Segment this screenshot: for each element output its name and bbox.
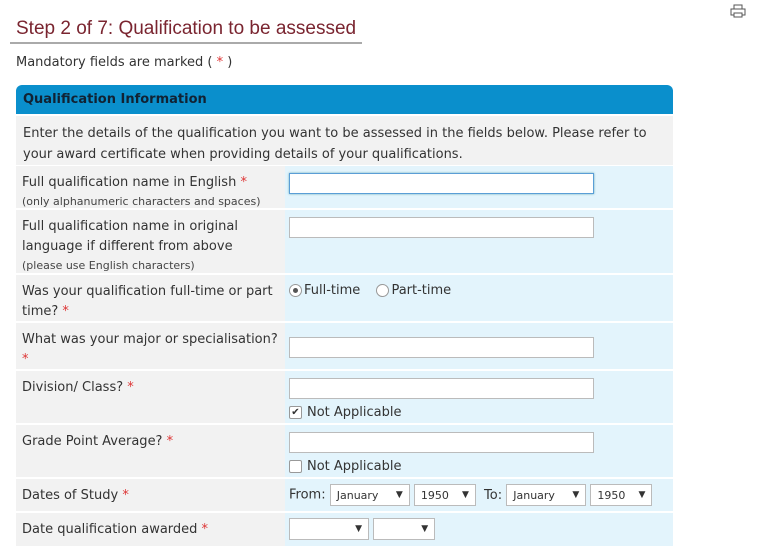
- intro-text: Enter the details of the qualification y…: [16, 116, 673, 166]
- page-title: Step 2 of 7: Qualification to be assesse…: [10, 18, 363, 44]
- awarded-year-select[interactable]: ▼: [373, 518, 436, 540]
- division-input[interactable]: [289, 378, 594, 399]
- division-not-applicable-checkbox[interactable]: ✔ Not Applicable: [289, 405, 669, 420]
- awarded-month-select[interactable]: ▼: [289, 518, 369, 540]
- qualification-name-original-input[interactable]: [289, 217, 594, 238]
- full-time-radio[interactable]: Full-time: [289, 283, 360, 298]
- from-month-select[interactable]: January ▼: [329, 484, 410, 506]
- section-header: Qualification Information: [16, 85, 673, 114]
- mandatory-note: Mandatory fields are marked ( * ): [16, 55, 233, 70]
- qualification-panel: Qualification Information Enter the deta…: [16, 85, 673, 548]
- qualification-name-english-input[interactable]: [289, 173, 594, 194]
- from-year-select[interactable]: 1950 ▼: [413, 484, 476, 506]
- major-input[interactable]: [289, 337, 594, 358]
- to-year-select[interactable]: 1950 ▼: [590, 484, 653, 506]
- gpa-input[interactable]: [289, 432, 594, 453]
- gpa-not-applicable-checkbox[interactable]: Not Applicable: [289, 459, 669, 474]
- part-time-radio[interactable]: Part-time: [376, 283, 451, 298]
- print-icon[interactable]: [730, 4, 746, 18]
- to-month-select[interactable]: January ▼: [506, 484, 587, 506]
